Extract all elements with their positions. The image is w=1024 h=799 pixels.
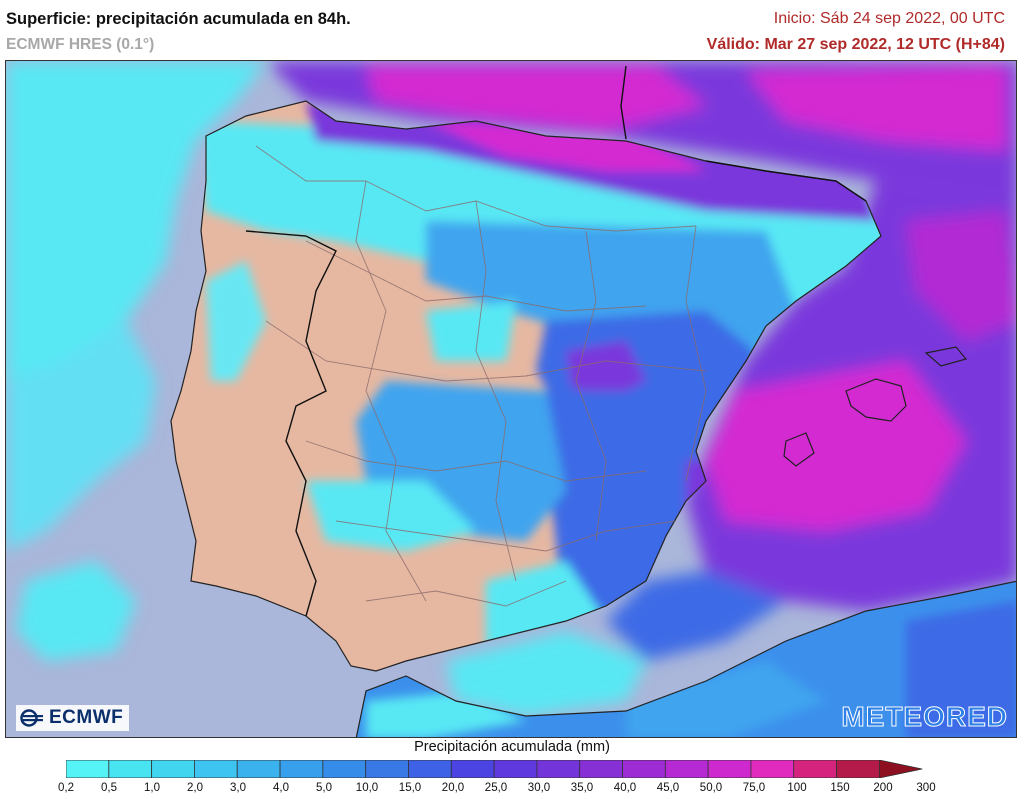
ecmwf-emblem-icon [20, 709, 46, 727]
legend-swatch [279, 760, 324, 778]
portugal-border [245, 230, 337, 617]
legend-tick-label: 15,0 [398, 782, 422, 794]
legend-tick-label: 20,0 [441, 782, 465, 794]
legend-swatch [622, 760, 666, 778]
menorca-island [924, 346, 968, 367]
meteored-logo: METEORED [841, 701, 1008, 733]
legend-tick-label: 4,0 [273, 782, 289, 794]
legend-tick-label: 40,0 [613, 782, 637, 794]
legend-swatch [151, 760, 195, 778]
legend-swatch [322, 760, 367, 778]
model-label: ECMWF HRES (0.1°) [6, 36, 155, 53]
init-time: Inicio: Sáb 24 sep 2022, 00 UTC [773, 10, 1005, 27]
legend-tick-label: 5,0 [316, 782, 332, 794]
legend-tick-label: 200 [873, 782, 893, 794]
legend-swatch [365, 760, 409, 778]
legend-swatch [836, 760, 880, 778]
legend-tick-label: 35,0 [570, 782, 594, 794]
legend-tick-label: 150 [830, 782, 850, 794]
legend-swatch [66, 760, 110, 778]
legend-swatch [664, 760, 709, 778]
legend-tick-label: 45,0 [656, 782, 680, 794]
precipitation-map[interactable]: ECMWF METEORED [5, 60, 1017, 738]
legend-swatch [579, 760, 623, 778]
color-legend [66, 760, 923, 778]
legend-swatch [450, 760, 495, 778]
legend-tick-label: 100 [787, 782, 807, 794]
coastlines [170, 100, 1016, 737]
legend-tick-label: 0,2 [58, 782, 74, 794]
legend-swatch [793, 760, 837, 778]
legend-swatch [536, 760, 581, 778]
legend-tick-label: 1,0 [144, 782, 160, 794]
ecmwf-logo: ECMWF [16, 705, 130, 731]
legend-tick-label: 10,0 [355, 782, 379, 794]
mallorca-island [845, 378, 907, 422]
legend-tick-label: 30,0 [527, 782, 551, 794]
ecmwf-logo-text: ECMWF [49, 707, 124, 728]
legend-tick-label: 300 [916, 782, 936, 794]
admin-borders [255, 145, 707, 607]
legend-swatch [236, 760, 281, 778]
map-canvas [6, 61, 1016, 737]
legend-swatch [707, 760, 752, 778]
legend-swatch [108, 760, 153, 778]
legend-swatch [408, 760, 452, 778]
map-title: Superficie: precipitación acumulada en 8… [6, 10, 351, 28]
legend-tick-label: 50,0 [699, 782, 723, 794]
france-border [620, 65, 867, 202]
legend-tick-label: 75,0 [742, 782, 766, 794]
legend-tick-label: 3,0 [230, 782, 246, 794]
legend-tick-labels: 0,2 0,5 1,0 2,0 3,0 4,0 5,0 10,0 15,0 20,0 25,0 30,… [0, 782, 1024, 798]
ibiza-island [783, 432, 815, 467]
legend-title: Precipitación acumulada (mm) [414, 739, 610, 755]
valid-time: Válido: Mar 27 sep 2022, 12 UTC (H+84) [706, 36, 1005, 53]
legend-tick-label: 25,0 [484, 782, 508, 794]
legend-tick-label: 2,0 [187, 782, 203, 794]
legend-swatch [493, 760, 538, 778]
legend-swatch [194, 760, 238, 778]
sea-precip-layer [6, 61, 1016, 716]
legend-swatch [750, 760, 795, 778]
legend-tick-label: 0,5 [101, 782, 117, 794]
legend-arrow-swatch [878, 760, 923, 778]
